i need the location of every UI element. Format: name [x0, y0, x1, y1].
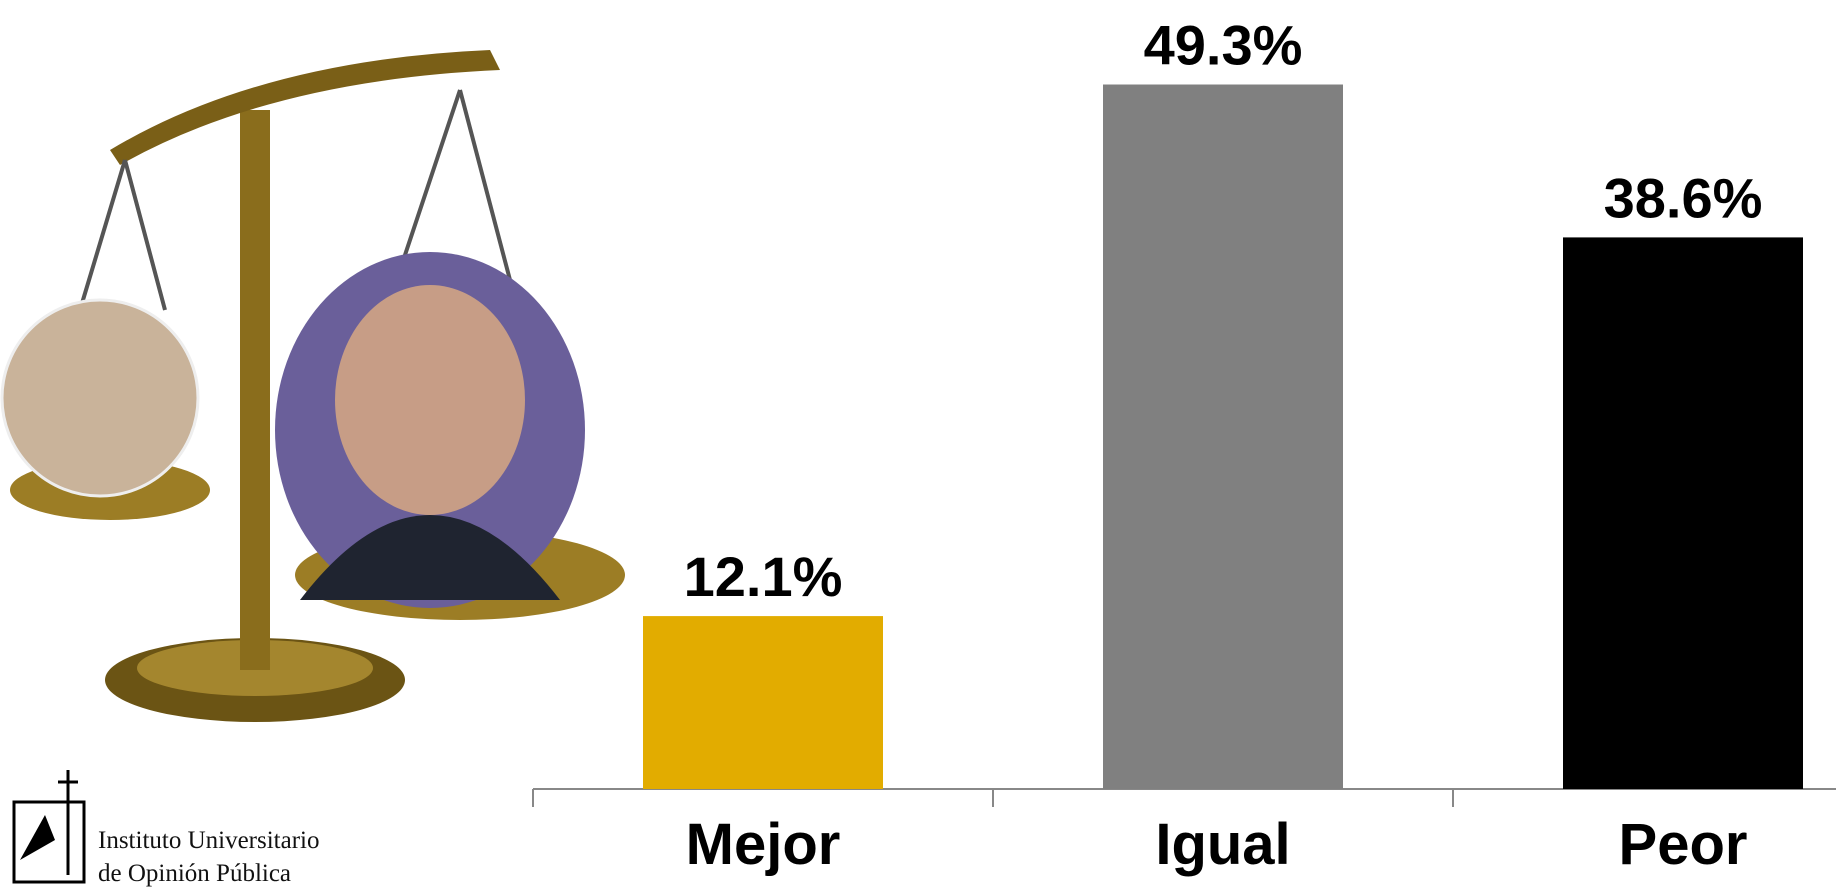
- category-label: Mejor: [686, 812, 841, 877]
- value-label: 49.3%: [1144, 14, 1303, 77]
- category-label: Peor: [1619, 812, 1748, 877]
- chart: Instituto Universitario de Opinión Públi…: [0, 0, 1836, 889]
- logo-line-2: de Opinión Pública: [98, 860, 291, 887]
- value-label: 38.6%: [1604, 166, 1763, 229]
- bar: [1563, 237, 1803, 789]
- category-label: Igual: [1155, 812, 1290, 877]
- scale-illustration: [2, 50, 625, 722]
- logo: Instituto Universitario de Opinión Públi…: [14, 770, 320, 887]
- bar: [643, 616, 883, 789]
- bar: [1103, 85, 1343, 789]
- logo-line-1: Instituto Universitario: [98, 827, 320, 854]
- value-label: 12.1%: [684, 545, 843, 608]
